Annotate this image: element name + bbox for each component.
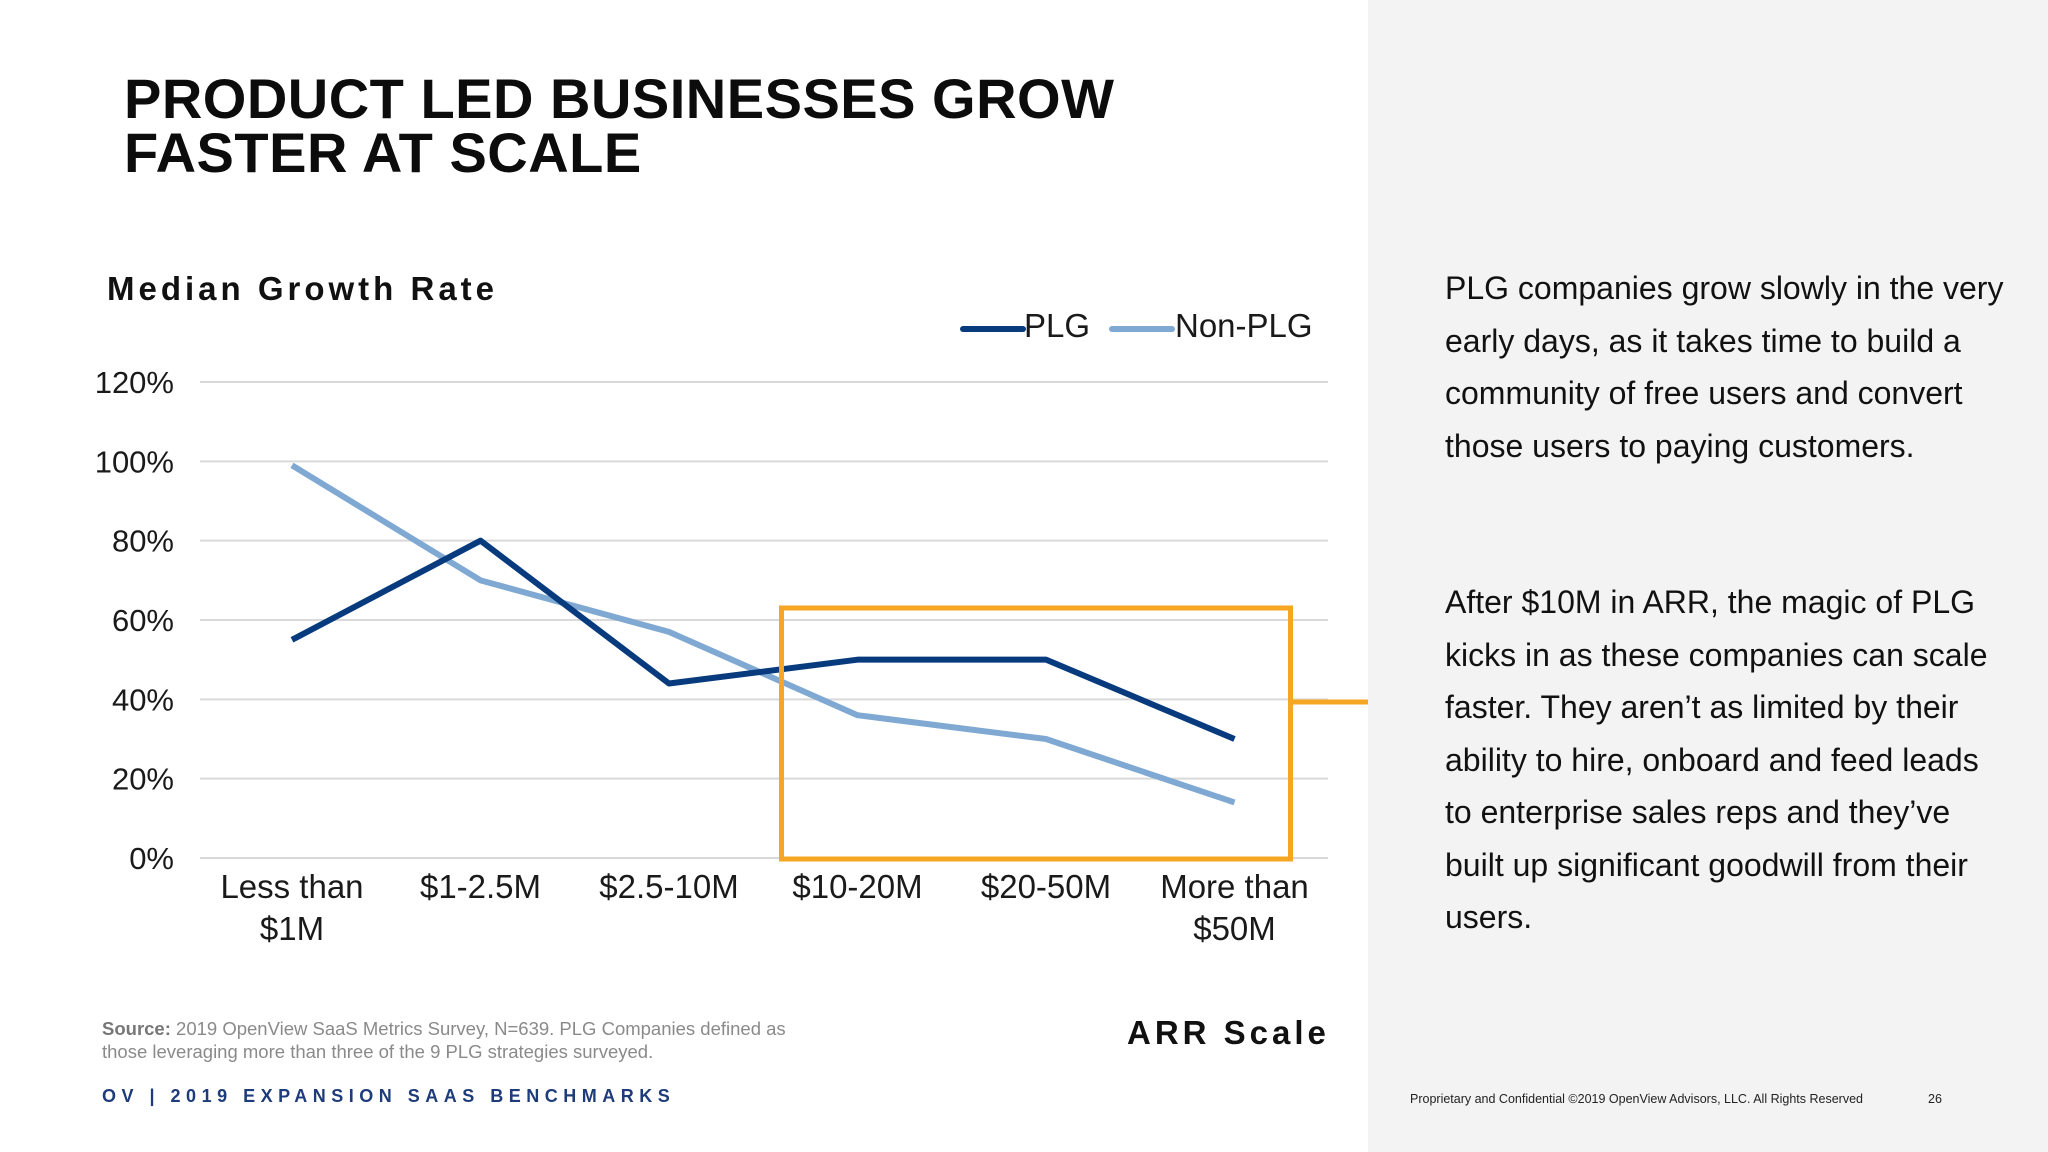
non-plg-series-line [290, 462, 1236, 806]
y-tick-label: 100% [95, 444, 174, 479]
series-lines [290, 462, 1236, 806]
y-tick-label: 60% [112, 603, 174, 638]
x-tick-label: Less than $1M [220, 868, 363, 947]
y-axis-title: Median Growth Rate [107, 270, 499, 307]
copyright-notice: Proprietary and Confidential ©2019 OpenV… [1410, 1092, 1863, 1106]
x-tick-label: $2.5-10M [599, 868, 738, 905]
source-label: Source: [102, 1018, 171, 1039]
y-axis-ticks: 0% 20% 40% 60% 80% 100% 120% [95, 365, 174, 876]
slide-title: PRODUCT LED BUSINESSES GROW FASTER AT SC… [124, 67, 1124, 184]
x-axis-title: ARR Scale [1127, 1014, 1330, 1051]
gridlines [200, 381, 1328, 859]
commentary-paragraph-2: After $10M in ARR, the magic of PLG kick… [1445, 584, 1988, 935]
source-text: 2019 OpenView SaaS Metrics Survey, N=639… [102, 1018, 786, 1062]
y-tick-label: 120% [95, 365, 174, 400]
page-number: 26 [1928, 1092, 1942, 1106]
x-tick-label: $20-50M [981, 868, 1111, 905]
footer-brand: OV | 2019 EXPANSION SAAS BENCHMARKS [102, 1086, 676, 1106]
y-tick-label: 80% [112, 524, 174, 559]
commentary-panel [1368, 0, 2048, 1152]
non-plg-legend-label: Non-PLG [1175, 307, 1313, 344]
highlight-box-group [779, 605, 1368, 862]
plg-legend-label: PLG [1024, 307, 1090, 344]
title-line-1: PRODUCT LED BUSINESSES GROW [124, 67, 1115, 130]
plg-series-line [290, 537, 1236, 742]
x-tick-label: More than $50M [1160, 868, 1309, 947]
growth-rate-line-chart: 0% 20% 40% 60% 80% 100% 120% Less than $1M $1-2.… [95, 307, 1368, 947]
highlight-box [779, 605, 1293, 862]
y-tick-label: 0% [129, 841, 174, 876]
y-tick-label: 40% [112, 682, 174, 717]
legend: PLG Non-PLG [960, 307, 1313, 344]
source-note: Source: 2019 OpenView SaaS Metrics Surve… [102, 1017, 822, 1063]
y-tick-label: 20% [112, 762, 174, 797]
title-line-2: FASTER AT SCALE [124, 121, 642, 184]
x-axis-ticks: Less than $1M $1-2.5M $2.5-10M $10-20M $20-50… [220, 868, 1308, 947]
commentary-paragraph-1: PLG companies grow slowly in the very ea… [1445, 270, 2004, 464]
x-tick-label: $1-2.5M [420, 868, 541, 905]
x-tick-label: $10-20M [792, 868, 922, 905]
